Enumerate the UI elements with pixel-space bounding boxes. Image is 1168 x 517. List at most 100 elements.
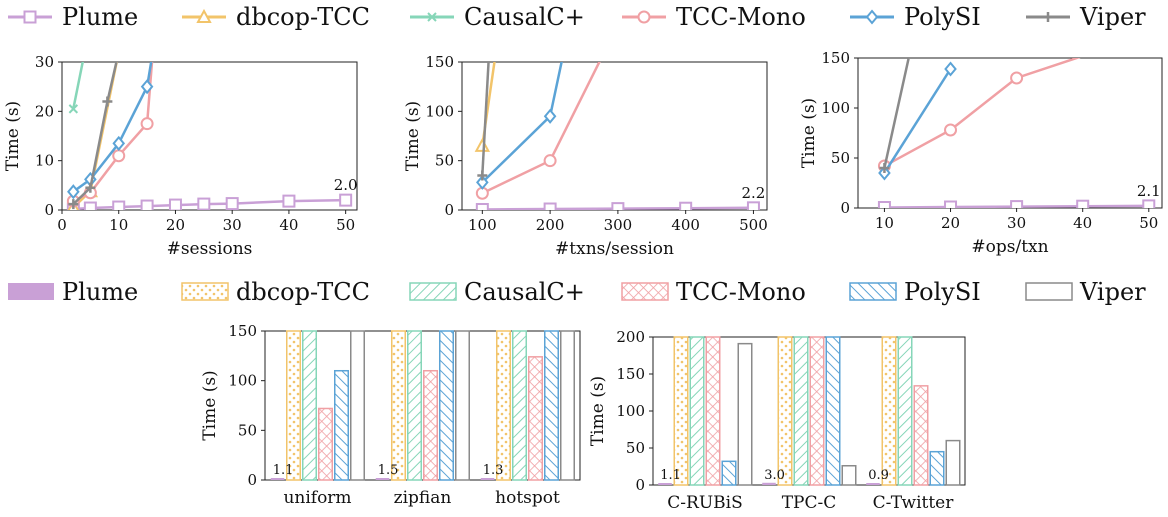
legend-swatch-viper: Viper [1025,278,1146,306]
bar-value-label: 1.5 [378,463,399,478]
y-tick-label: 100 [425,102,454,120]
bar-plume [480,478,495,480]
x-tick-label: 500 [739,216,768,234]
plume-marker [282,194,296,208]
legend-label: PolySI [904,3,981,31]
bar-tcc-mono [809,336,825,486]
bar-viper [841,465,857,486]
legend-item-dbcop-tcc: dbcop-TCC [182,3,370,31]
bar-tcc-mono [318,407,333,481]
x-tick-label: 50 [336,216,355,234]
tcc-mono-marker [944,123,958,137]
bar-value-label: 3.0 [764,468,785,483]
polysi-marker [140,79,154,95]
bar-value-label: 1.1 [273,463,294,478]
y-tick-label: 50 [435,152,454,170]
bar-plume [375,478,390,480]
value-annotation: 2.1 [1137,182,1161,200]
bar-chart-c-rubis: 0 50 100 150 200 Time (s) 1.1 C-RUBiS 3.0 TPC-C 0.… [588,328,966,513]
bar-plume [658,483,672,485]
legend-bottom: Plume dbcop-TCC CausalC+ TCC-Mono PolySI Vipe… [8,278,1146,306]
bar-tcc-mono [913,385,929,486]
dbcop-tcc-marker [196,8,212,23]
legend-item-causalc: CausalC+ [410,3,585,31]
polysi-marker [543,108,557,124]
legend-label: TCC-Mono [676,3,806,31]
y-tick-label: 50 [626,439,645,457]
x-tick-label: 100 [468,216,497,234]
bar-plume [866,483,880,485]
plume-marker [339,193,353,207]
bar-plume [762,482,776,485]
x-tick-label: 30 [1007,214,1026,232]
y-tick-label: 100 [821,99,850,117]
value-annotation: 2.0 [334,176,358,194]
x-tick-label: 10 [875,214,894,232]
x-tick-label: 40 [279,216,298,234]
bar-group-uniform: 1.1 uniform [270,330,365,508]
value-annotation: 2.2 [742,184,766,202]
bar-dbcop-tcc [286,330,301,481]
x-tick-label: 200 [536,216,565,234]
bar-group-zipfian: 1.5 zipfian [375,330,470,508]
bar-value-label: 1.3 [483,463,504,478]
bar-value-label: 0.9 [868,468,889,483]
series-viper [68,62,118,210]
bar-group-tpc-c: 3.0 TPC-C [762,336,857,513]
series-line [883,58,1081,168]
legend-item-tcc-mono: TCC-Mono [622,3,806,31]
x-tick-label: 30 [223,216,242,234]
y-tick-label: 150 [821,49,850,67]
plume-marker [168,198,182,210]
bar-plume [270,478,285,480]
series-line [481,62,490,176]
bar-value-label: 1.1 [660,468,681,483]
bar-polysi [721,460,737,486]
plume-marker [197,197,211,210]
tcc-mono-marker [1010,71,1024,85]
plume-marker [83,201,97,210]
series-tcc-mono [877,58,1081,173]
y-tick-label: 150 [425,53,454,71]
bar-polysi [825,336,841,486]
viper-marker [102,96,113,107]
legend-label: Plume [62,3,138,31]
category-label: zipfian [394,488,452,508]
category-label: hotspot [495,488,560,508]
dbcop-tcc-marker [474,137,491,152]
plot-frame [857,57,1163,209]
legend-label: CausalC+ [464,3,585,31]
bar-chart-uniform: 0 50 100 150 Time (s) 1.1 uniform 1.5 zipfian 1.3… [200,322,581,508]
legend-item-viper: Viper [1026,3,1146,31]
plume-marker [112,200,126,210]
bar-causalc [897,336,913,486]
plot-frame [61,61,358,211]
y-tick-label: 0 [444,201,454,219]
plume-marker [1142,199,1156,208]
series-line [72,62,118,206]
series-line [883,58,910,169]
y-tick-label: 10 [35,152,54,170]
viper-marker [879,163,890,173]
y-tick-label: 100 [228,372,257,390]
plume-marker [746,201,760,210]
bar-dbcop-tcc [391,330,406,481]
plume-marker [475,203,489,210]
series-plume [475,201,760,210]
bar-viper [560,330,575,481]
plume-marker [543,202,557,210]
bar-causalc [793,336,809,486]
category-label: C-Twitter [873,493,955,513]
y-axis-label: Time (s) [403,101,423,171]
category-label: C-RUBiS [667,493,742,513]
bar-polysi [544,330,559,481]
bar-viper [350,330,365,481]
line-chart-sessions: 0 10 20 30 40 50 0 10 20 30 #sessions Time (s) 2.0 [3,53,358,259]
bar-viper [737,342,753,486]
bar-dbcop-tcc [777,336,793,486]
viper-marker [1043,12,1053,22]
legend-label: CausalC+ [464,278,585,306]
x-tick-label: 10 [109,216,128,234]
